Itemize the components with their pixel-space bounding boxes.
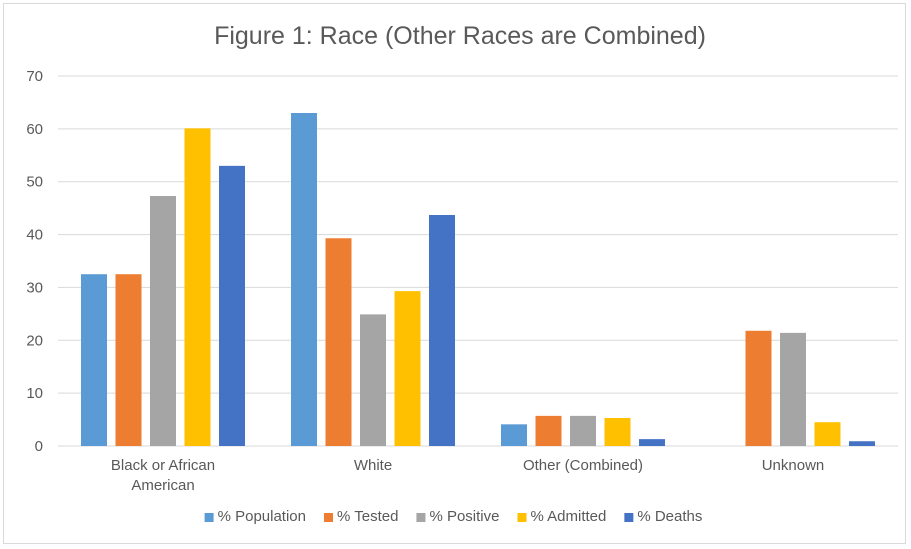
legend-swatch: [416, 513, 426, 522]
bar-2-3: [604, 417, 631, 446]
gridlines: [58, 75, 898, 447]
bar-2-4: [639, 439, 665, 446]
bar-3-2: [780, 332, 806, 446]
x-axis-labels: Black or African American White Other (Comb…: [111, 457, 824, 494]
y-tick-label: 60: [26, 121, 43, 138]
y-tick-label: 10: [26, 385, 43, 402]
bar-0-1: [115, 274, 142, 446]
bar-1-1: [325, 238, 352, 446]
bar-3-4: [849, 441, 875, 446]
bar-3-3: [814, 422, 841, 446]
legend-swatch: [204, 513, 214, 522]
bars: [81, 113, 875, 447]
bar-0-3: [184, 128, 211, 447]
legend-label: % Deaths: [637, 508, 702, 525]
legend-label: % Population: [218, 508, 306, 525]
y-tick-label: 20: [26, 332, 43, 349]
bar-1-4: [429, 215, 455, 446]
bar-0-2: [150, 195, 176, 446]
bar-1-2: [360, 314, 386, 446]
category-label: White: [354, 457, 392, 474]
legend-label: % Tested: [337, 508, 398, 525]
legend-label: % Positive: [429, 508, 499, 525]
legend-swatch: [517, 513, 527, 522]
legend-swatch: [624, 513, 634, 522]
bar-0-4: [219, 165, 245, 446]
legend: % Population % Tested % Positive % Admitted…: [204, 508, 702, 525]
y-tick-label: 50: [26, 174, 43, 191]
bar-2-0: [501, 424, 527, 446]
category-label: American: [131, 477, 194, 494]
bar-3-1: [745, 330, 772, 446]
bar-2-1: [535, 415, 562, 446]
category-label: Unknown: [762, 457, 825, 474]
chart-title: Figure 1: Race (Other Races are Combined…: [214, 22, 706, 50]
y-axis-ticks: 0 10 20 30 40 50 60 70: [26, 68, 43, 455]
y-tick-label: 40: [26, 227, 43, 244]
legend-swatch: [324, 513, 334, 522]
bar-0-0: [81, 274, 107, 446]
y-tick-label: 0: [35, 438, 43, 455]
bar-1-0: [291, 113, 317, 446]
legend-label: % Admitted: [530, 508, 606, 525]
y-tick-label: 30: [26, 279, 43, 296]
y-tick-label: 70: [26, 68, 43, 85]
bar-1-3: [394, 291, 421, 446]
category-label: Other (Combined): [523, 457, 643, 474]
category-label: Black or African: [111, 457, 215, 474]
bar-2-2: [570, 415, 596, 446]
